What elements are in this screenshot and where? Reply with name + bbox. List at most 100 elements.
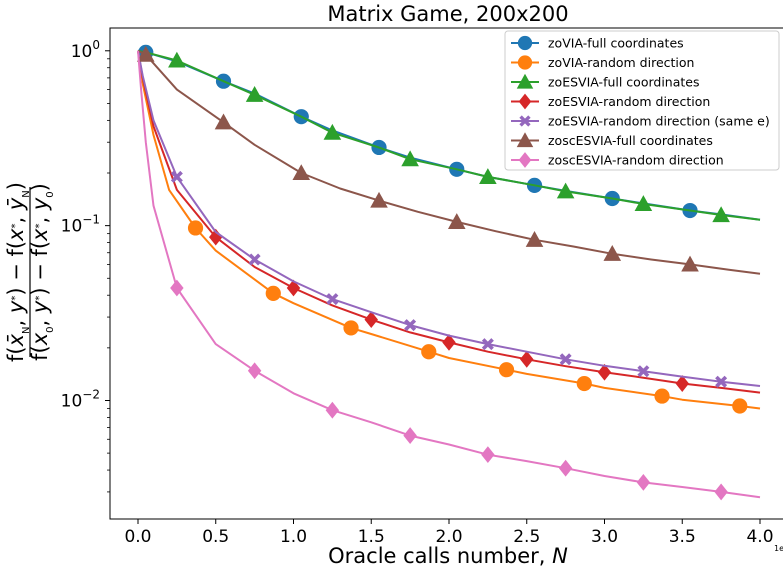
series-zoscesvia-random-direction xyxy=(137,50,761,501)
legend-marker xyxy=(516,73,534,89)
series-line xyxy=(137,50,761,410)
x-axis-scale-note: 1e6 xyxy=(774,544,783,553)
chart-title: Matrix Game, 200x200 xyxy=(327,2,568,26)
data-point xyxy=(323,123,342,140)
data-point xyxy=(603,245,622,261)
x-tick-label: 2.5 xyxy=(513,527,540,547)
data-point xyxy=(248,253,261,266)
data-point xyxy=(715,375,728,388)
data-point xyxy=(712,206,730,223)
x-tick-label: 3.5 xyxy=(669,527,696,547)
data-point xyxy=(481,338,494,351)
data-point xyxy=(479,168,497,184)
data-point xyxy=(214,113,233,130)
x-axis-label: Oracle calls number, N xyxy=(328,544,568,568)
legend-marker xyxy=(517,55,533,70)
x-tick-label: 2.0 xyxy=(435,527,462,547)
y-tick-label: 10−1 xyxy=(61,213,100,237)
data-point xyxy=(403,427,417,444)
data-point xyxy=(714,483,728,501)
data-point xyxy=(326,293,339,306)
data-point xyxy=(634,195,653,212)
data-point xyxy=(675,375,689,392)
legend-entry: zoESVIA-random direction (same e) xyxy=(511,114,770,129)
legend-label: zoESVIA-random direction (same e) xyxy=(548,114,770,129)
x-tick-label: 1.5 xyxy=(358,527,385,547)
legend-label: zoVIA-random direction xyxy=(548,55,694,70)
data-point xyxy=(136,45,155,62)
data-point xyxy=(498,362,515,378)
data-point xyxy=(576,375,592,392)
legend-label: zoVIA-full coordinates xyxy=(548,36,684,51)
data-point xyxy=(292,164,311,181)
data-point xyxy=(401,150,419,167)
data-point xyxy=(447,213,466,229)
legend-marker xyxy=(518,152,532,168)
data-point xyxy=(636,474,651,491)
legend-entry: zoscESVIA-random direction xyxy=(511,152,724,168)
data-point xyxy=(187,220,204,236)
series-zoscesvia-full-coordinates xyxy=(136,45,761,275)
data-point xyxy=(421,344,437,360)
data-point xyxy=(343,320,359,336)
series-line xyxy=(137,50,761,394)
series-zoesvia-random-direction-same-e- xyxy=(137,50,761,388)
data-point xyxy=(732,398,748,414)
data-point xyxy=(209,228,223,246)
data-point xyxy=(558,459,573,477)
legend-marker xyxy=(516,132,534,148)
legend-marker xyxy=(517,35,533,51)
series-line xyxy=(137,49,761,275)
data-point xyxy=(654,388,670,404)
plot-frame xyxy=(109,27,783,520)
data-point xyxy=(325,401,340,419)
data-point xyxy=(681,255,699,272)
data-point xyxy=(442,333,456,351)
svg-text:f(x̄N, y*) − f(x*, ȳN): f(x̄N, y*) − f(x*, ȳN) xyxy=(4,182,32,362)
data-point xyxy=(168,51,186,68)
y-tick-label: 100 xyxy=(71,38,100,62)
legend: zoVIA-full coordinates zoVIA-random direc… xyxy=(504,30,780,171)
legend-marker xyxy=(518,93,532,110)
data-point xyxy=(556,182,575,199)
y-axis-label: f(x̄N, y*) − f(x*, ȳN) f(x0, y*) − f(x*,… xyxy=(4,182,56,362)
data-point xyxy=(170,279,184,297)
legend-label: zoscESVIA-random direction xyxy=(548,153,724,168)
data-point xyxy=(559,353,572,366)
legend-marker xyxy=(519,115,531,127)
data-point xyxy=(520,350,534,368)
legend-box xyxy=(504,30,780,171)
data-point xyxy=(286,279,301,297)
x-tick-label: 4.0 xyxy=(746,527,773,547)
data-point xyxy=(370,191,388,208)
data-point xyxy=(245,86,264,102)
series-zovia-random-direction xyxy=(137,50,761,414)
data-point xyxy=(364,311,378,329)
legend-entry: zoESVIA-full coordinates xyxy=(511,73,700,90)
x-tick-label: 0.5 xyxy=(202,527,229,547)
legend-label: zoESVIA-random direction xyxy=(548,94,710,109)
legend-entry: zoESVIA-random direction xyxy=(511,93,710,110)
series-line xyxy=(137,49,761,221)
legend-entry: zoVIA-random direction xyxy=(511,55,694,70)
data-point xyxy=(170,170,183,183)
legend-label: zoESVIA-full coordinates xyxy=(548,75,700,90)
legend-label: zoscESVIA-full coordinates xyxy=(548,133,713,148)
data-point xyxy=(597,363,612,381)
data-point xyxy=(481,446,495,464)
data-point xyxy=(404,319,417,332)
series-line xyxy=(137,50,761,499)
series-layer xyxy=(136,44,761,501)
series-zoesvia-full-coordinates xyxy=(137,49,761,223)
data-point xyxy=(247,362,262,380)
data-point xyxy=(637,365,650,378)
data-point xyxy=(265,285,281,301)
x-axis: 0.0 0.5 1.0 1.5 2.0 2.5 3.0 3.5 4.0 xyxy=(124,519,774,547)
legend-entry: zoVIA-full coordinates xyxy=(511,36,684,51)
legend-entry: zoscESVIA-full coordinates xyxy=(511,132,713,148)
x-tick-label: 0.0 xyxy=(124,527,151,547)
svg-text:f(x0, y*) − f(x*, y0): f(x0, y*) − f(x*, y0) xyxy=(28,183,56,361)
y-tick-label: 10−2 xyxy=(61,387,100,411)
y-axis: 100 10−1 10−2 xyxy=(61,38,110,493)
